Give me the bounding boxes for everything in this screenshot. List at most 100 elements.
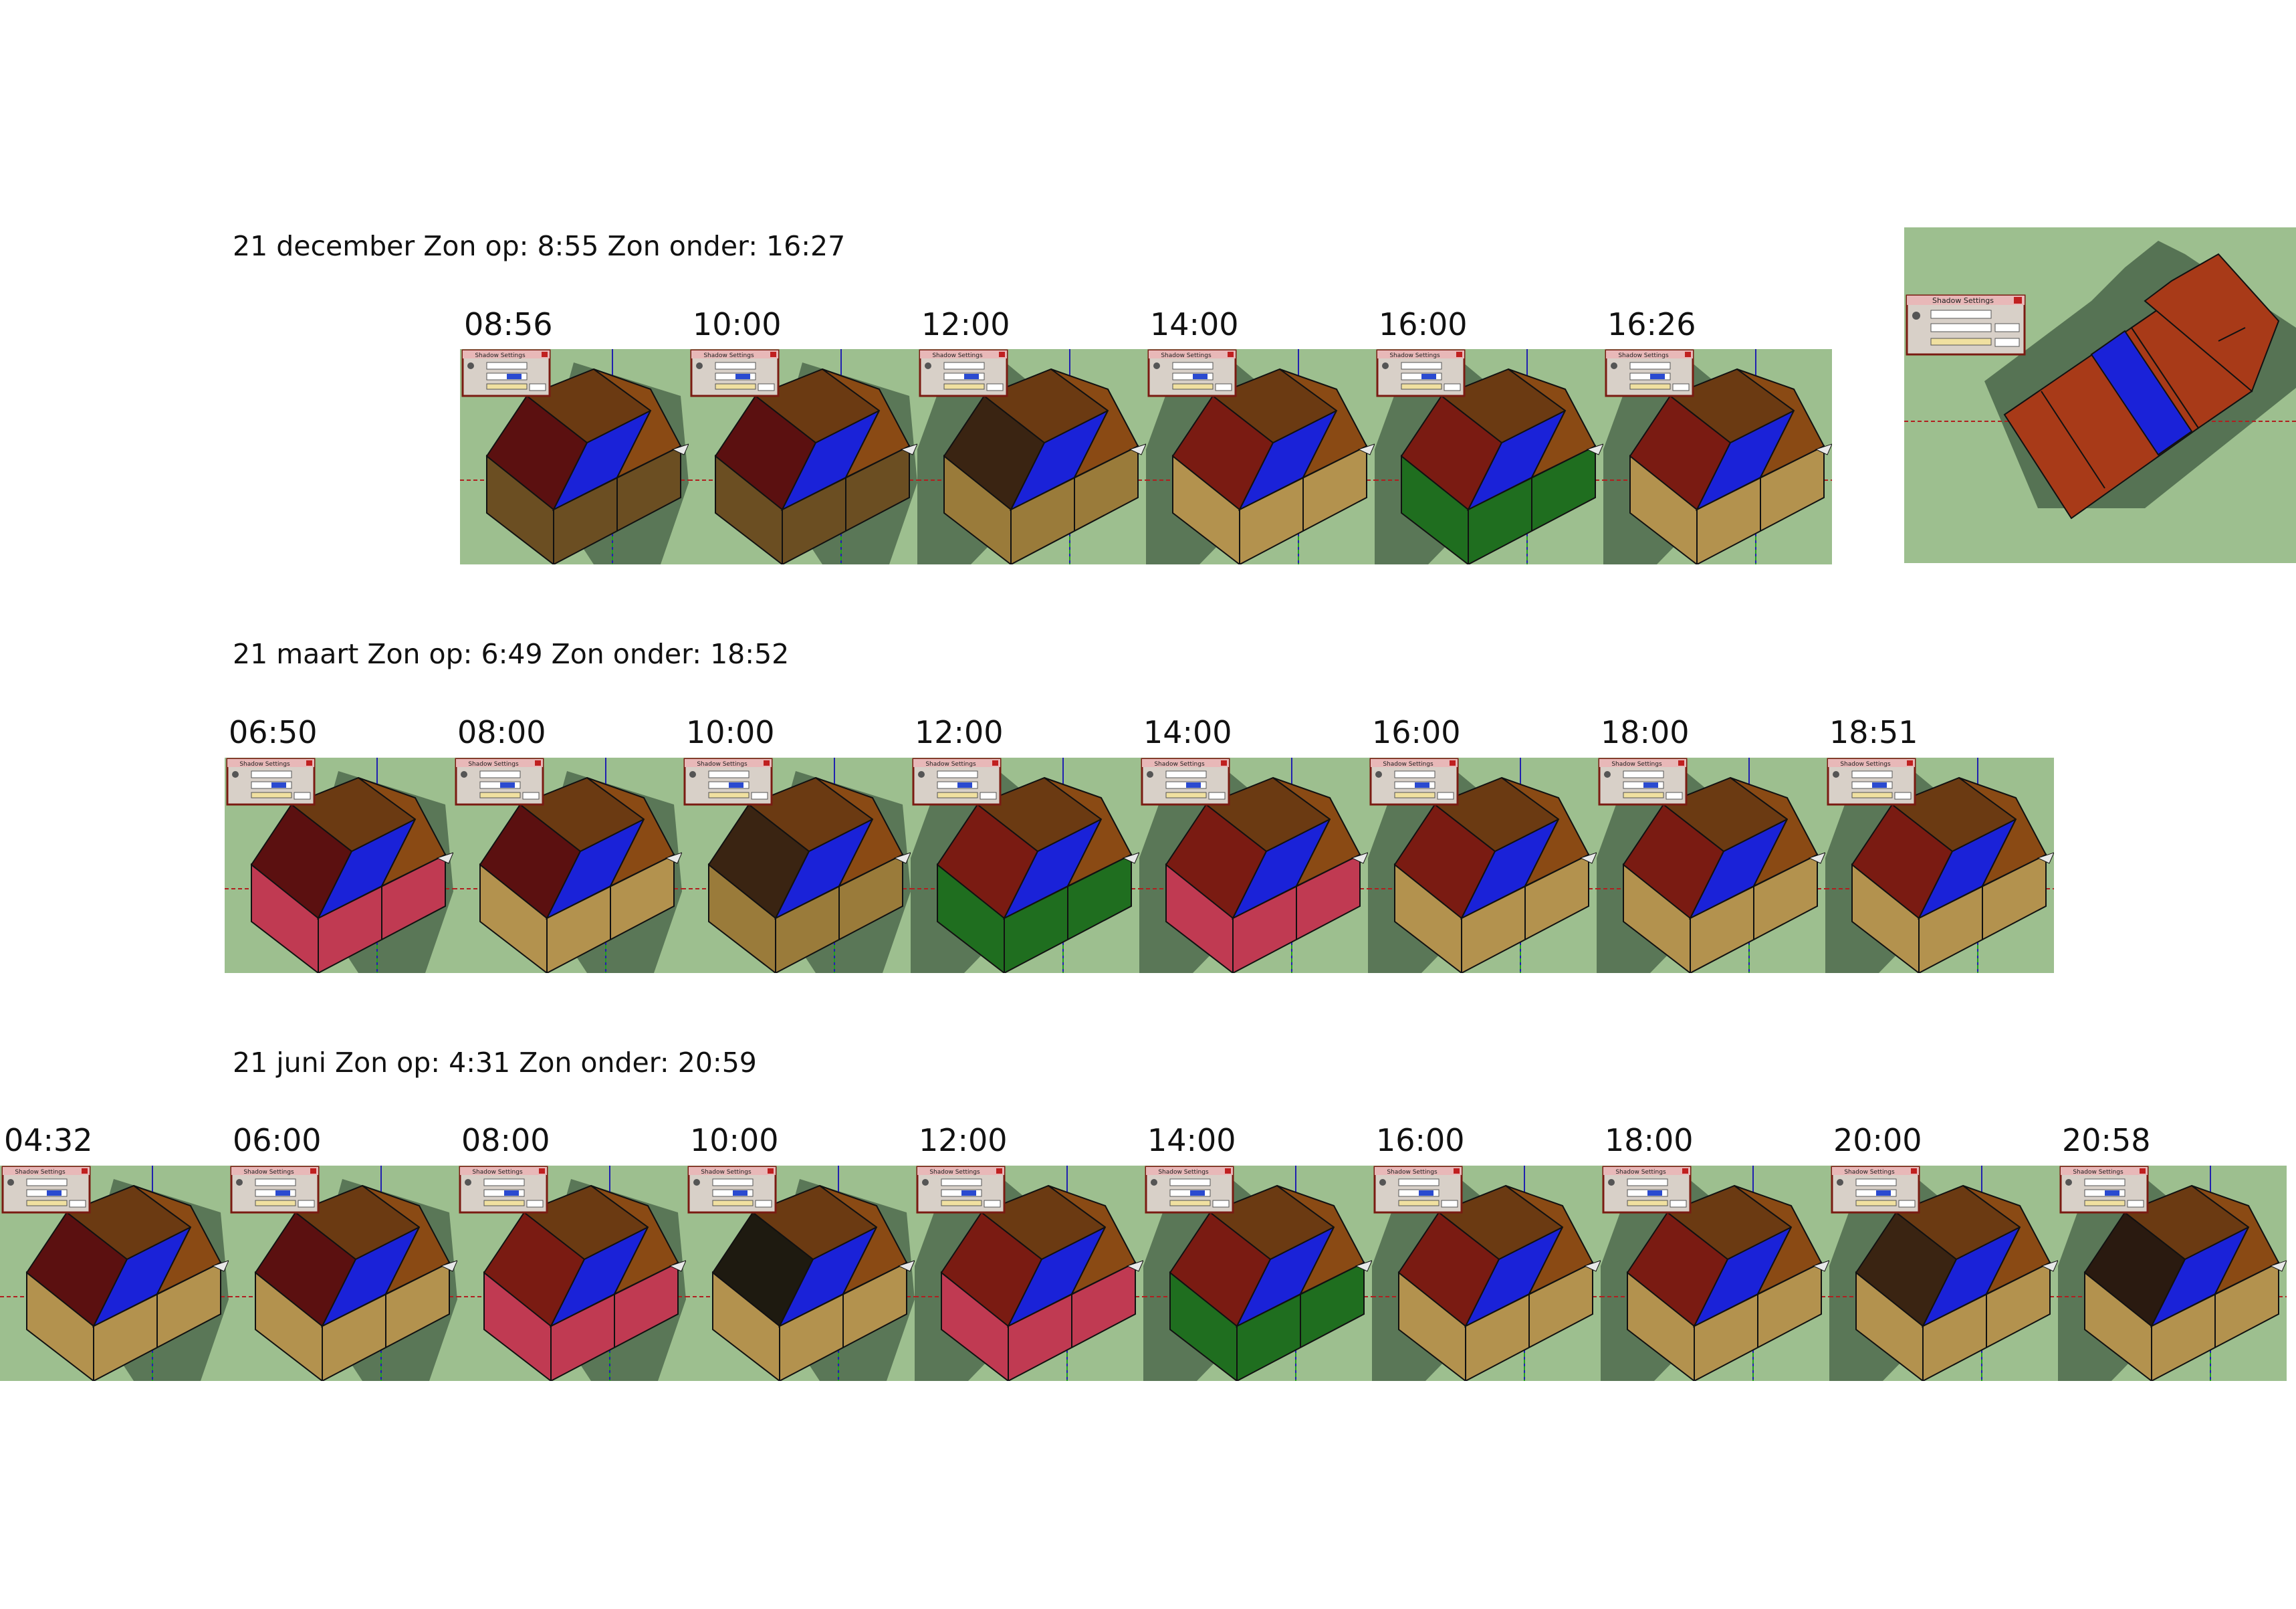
time-label: 12:00	[919, 1122, 1008, 1158]
house-render-1-4: Shadow Settings	[1139, 758, 1369, 973]
dialog-title: Shadow Settings	[1154, 761, 1205, 768]
dialog-title: Shadow Settings	[1840, 761, 1891, 768]
shadow-settings-dialog: Shadow Settings	[461, 349, 551, 397]
roof-east	[133, 1185, 222, 1296]
top-view-shadow-settings-dialog: Shadow Settings	[1906, 294, 2026, 356]
roof-east	[1962, 1185, 2051, 1296]
roof-east	[822, 368, 911, 479]
dialog-title: Shadow Settings	[239, 761, 290, 768]
time-label: 08:00	[457, 714, 546, 750]
shadow-settings-dialog: Shadow Settings	[1147, 349, 1237, 397]
roof-east	[586, 777, 675, 888]
shadow-strip-march: Shadow Settings Shadow Settings Shadow Set…	[225, 758, 2058, 973]
shadow-settings-dialog: Shadow Settings	[687, 1166, 777, 1214]
house-render-2-6: Shadow Settings	[1372, 1166, 1601, 1381]
house-render-2-2: Shadow Settings	[457, 1166, 687, 1381]
shadow-settings-dialog: Shadow Settings	[1, 1166, 91, 1214]
shadow-settings-dialog: Shadow Settings	[1376, 349, 1466, 397]
time-label: 14:00	[1147, 1122, 1236, 1158]
house-render-1-0: Shadow Settings	[225, 758, 454, 973]
shadow-settings-dialog: Shadow Settings	[1605, 349, 1694, 397]
house-render-1-5: Shadow Settings	[1368, 758, 1597, 973]
shadow-settings-dialog: Shadow Settings	[226, 758, 316, 806]
shadow-settings-dialog: Shadow Settings	[919, 349, 1008, 397]
dialog-title: Shadow Settings	[472, 1169, 523, 1176]
house-render-1-2: Shadow Settings	[682, 758, 911, 973]
house-render-2-0: Shadow Settings	[0, 1166, 229, 1381]
dialog-title: Shadow Settings	[1387, 1169, 1438, 1176]
time-label: 06:00	[233, 1122, 322, 1158]
shadow-settings-dialog: Shadow Settings	[1141, 758, 1230, 806]
house-render-0-2: Shadow Settings	[917, 349, 1147, 564]
house-render-0-3: Shadow Settings	[1146, 349, 1375, 564]
dialog-title: Shadow Settings	[15, 1169, 66, 1176]
roof-east	[593, 368, 682, 479]
dialog-title: Shadow Settings	[1158, 1169, 1209, 1176]
shadow-settings-dialog: Shadow Settings	[230, 1166, 320, 1214]
house-render-1-1: Shadow Settings	[453, 758, 683, 973]
dialog-title: Shadow Settings	[475, 352, 526, 359]
shadow-settings-dialog: Shadow Settings	[1602, 1166, 1692, 1214]
house-render-0-4: Shadow Settings	[1375, 349, 1604, 564]
shadow-settings-dialog: Shadow Settings	[683, 758, 773, 806]
roof-top-view: Shadow Settings	[1904, 227, 2296, 563]
roof-east	[358, 777, 447, 888]
dialog-title: Shadow Settings	[2073, 1169, 2123, 1176]
roof-east	[1044, 777, 1133, 888]
roof-east	[1505, 1185, 1594, 1296]
time-label: 18:00	[1601, 714, 1690, 750]
shadow-settings-dialog: Shadow Settings	[455, 758, 544, 806]
roof-east	[1279, 368, 1368, 479]
time-label: 18:00	[1605, 1122, 1694, 1158]
roof-east	[1734, 1185, 1823, 1296]
house-render-2-5: Shadow Settings	[1143, 1166, 1373, 1381]
dialog-title: Shadow Settings	[697, 761, 748, 768]
dialog-title: Shadow Settings	[701, 1169, 752, 1176]
svg-text:Shadow Settings: Shadow Settings	[1932, 296, 1994, 305]
dialog-title: Shadow Settings	[243, 1169, 294, 1176]
time-label: 10:00	[690, 1122, 779, 1158]
dialog-title: Shadow Settings	[1618, 352, 1669, 359]
roof-east	[1272, 777, 1361, 888]
house-render-2-8: Shadow Settings	[1829, 1166, 2059, 1381]
shadow-settings-dialog: Shadow Settings	[459, 1166, 548, 1214]
house-render-0-0: Shadow Settings	[460, 349, 689, 564]
shadow-settings-dialog: Shadow Settings	[1831, 1166, 1920, 1214]
dialog-title: Shadow Settings	[1383, 761, 1433, 768]
dialog-title: Shadow Settings	[1844, 1169, 1895, 1176]
shadow-settings-dialog: Shadow Settings	[1373, 1166, 1463, 1214]
time-label: 12:00	[915, 714, 1004, 750]
house-render-2-3: Shadow Settings	[686, 1166, 915, 1381]
row-title-december: 21 december Zon op: 8:55 Zon onder: 16:2…	[233, 230, 846, 262]
dialog-title: Shadow Settings	[1615, 1169, 1666, 1176]
shadow-settings-dialog: Shadow Settings	[916, 1166, 1006, 1214]
house-render-2-1: Shadow Settings	[229, 1166, 458, 1381]
dialog-title: Shadow Settings	[468, 761, 519, 768]
top-view-solar-panel	[2090, 330, 2193, 456]
time-label: 10:00	[686, 714, 775, 750]
shadow-strip-december: Shadow Settings Shadow Settings Shadow Set…	[460, 349, 1840, 564]
dialog-title: Shadow Settings	[1611, 761, 1662, 768]
shadow-settings-dialog: Shadow Settings	[2059, 1166, 2149, 1214]
roof-east	[362, 1185, 451, 1296]
house-render-2-7: Shadow Settings	[1601, 1166, 1830, 1381]
dialog-title: Shadow Settings	[925, 761, 976, 768]
shadow-settings-dialog: Shadow Settings	[1827, 758, 1916, 806]
dialog-title: Shadow Settings	[932, 352, 983, 359]
shadow-settings-dialog: Shadow Settings	[1598, 758, 1688, 806]
roof-east	[1501, 777, 1590, 888]
dialog-title: Shadow Settings	[1389, 352, 1440, 359]
house-render-0-1: Shadow Settings	[689, 349, 918, 564]
time-label: 08:00	[461, 1122, 550, 1158]
dialog-title: Shadow Settings	[1161, 352, 1212, 359]
row-title-march: 21 maart Zon op: 6:49 Zon onder: 18:52	[233, 638, 790, 670]
roof-east	[1048, 1185, 1137, 1296]
house-render-1-6: Shadow Settings	[1597, 758, 1826, 973]
time-label: 14:00	[1150, 306, 1239, 342]
time-label: 16:00	[1372, 714, 1461, 750]
time-label: 12:00	[921, 306, 1010, 342]
shadow-settings-dialog: Shadow Settings	[912, 758, 1002, 806]
shadow-settings-dialog: Shadow Settings	[690, 349, 780, 397]
roof-east	[590, 1185, 679, 1296]
time-label: 20:00	[1833, 1122, 1922, 1158]
